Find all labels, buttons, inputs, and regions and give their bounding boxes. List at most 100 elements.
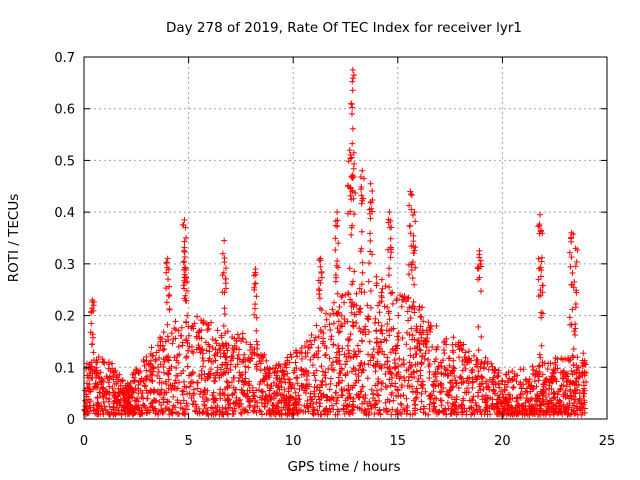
- data-point: [141, 402, 148, 409]
- data-point: [220, 369, 227, 376]
- data-point: [275, 410, 282, 417]
- data-point: [484, 358, 491, 365]
- data-point: [522, 388, 529, 395]
- data-point: [434, 366, 441, 373]
- data-point: [225, 401, 232, 408]
- data-point: [250, 392, 257, 399]
- data-point: [480, 365, 487, 372]
- data-point: [538, 314, 545, 321]
- data-point: [504, 406, 511, 413]
- data-point: [239, 330, 246, 337]
- data-point: [135, 381, 142, 388]
- data-point: [390, 325, 397, 332]
- data-point: [345, 290, 352, 297]
- data-point: [341, 299, 348, 306]
- data-point: [533, 383, 540, 390]
- data-point: [412, 401, 419, 408]
- data-point: [378, 386, 385, 393]
- data-point: [137, 378, 144, 385]
- data-point: [327, 312, 334, 319]
- data-point: [562, 405, 569, 412]
- data-point: [493, 403, 500, 410]
- data-point: [320, 330, 327, 337]
- data-point: [432, 355, 439, 362]
- data-point: [234, 355, 241, 362]
- data-point: [257, 360, 264, 367]
- data-point: [224, 361, 231, 368]
- data-point: [400, 406, 407, 413]
- data-point: [130, 374, 137, 381]
- data-point: [410, 388, 417, 395]
- data-point: [286, 402, 293, 409]
- data-point: [198, 335, 205, 342]
- data-point: [487, 394, 494, 401]
- data-point: [416, 329, 423, 336]
- data-point: [407, 411, 414, 418]
- data-point: [440, 384, 447, 391]
- data-point: [553, 400, 560, 407]
- data-point: [204, 375, 211, 382]
- data-point: [287, 383, 294, 390]
- data-point: [450, 409, 457, 416]
- data-point: [286, 379, 293, 386]
- data-point: [367, 248, 374, 255]
- data-point: [461, 361, 468, 368]
- data-point: [409, 258, 416, 265]
- data-point: [475, 403, 482, 410]
- data-point: [161, 389, 168, 396]
- data-point: [570, 345, 577, 352]
- data-point: [150, 396, 157, 403]
- data-point: [352, 190, 359, 197]
- data-point: [400, 361, 407, 368]
- data-point: [238, 386, 245, 393]
- data-point: [550, 366, 557, 373]
- data-point: [274, 403, 281, 410]
- data-point: [169, 410, 176, 417]
- x-tick-label: 5: [184, 434, 192, 449]
- data-point: [89, 334, 96, 341]
- data-point: [536, 230, 543, 237]
- data-point: [425, 411, 432, 418]
- data-point: [280, 368, 287, 375]
- data-point: [100, 359, 107, 366]
- data-point: [356, 362, 363, 369]
- data-point: [419, 304, 426, 311]
- data-point: [316, 295, 323, 302]
- data-point: [163, 259, 170, 266]
- data-point: [466, 374, 473, 381]
- data-point: [97, 369, 104, 376]
- data-point: [524, 397, 531, 404]
- data-point: [498, 399, 505, 406]
- data-point: [389, 300, 396, 307]
- data-point: [326, 386, 333, 393]
- data-point: [119, 385, 126, 392]
- data-point: [229, 411, 236, 418]
- y-axis-label: ROTI / TECUs: [6, 194, 22, 282]
- data-point: [217, 392, 224, 399]
- data-point: [518, 403, 525, 410]
- data-point: [264, 382, 271, 389]
- data-point: [148, 344, 155, 351]
- data-point: [84, 410, 91, 417]
- data-point: [386, 224, 393, 231]
- data-point: [166, 291, 173, 298]
- data-point: [429, 382, 436, 389]
- data-point: [333, 262, 340, 269]
- data-point: [231, 389, 238, 396]
- data-point: [403, 367, 410, 374]
- data-point: [321, 406, 328, 413]
- data-point: [550, 395, 557, 402]
- data-point: [379, 330, 386, 337]
- data-point: [142, 374, 149, 381]
- data-point: [475, 264, 482, 271]
- data-point: [311, 337, 318, 344]
- data-point: [194, 379, 201, 386]
- data-point: [90, 357, 97, 364]
- data-point: [201, 402, 208, 409]
- data-point: [573, 404, 580, 411]
- data-point: [556, 403, 563, 410]
- data-point: [251, 284, 258, 291]
- data-point: [581, 360, 588, 367]
- data-point: [359, 400, 366, 407]
- data-point: [529, 363, 536, 370]
